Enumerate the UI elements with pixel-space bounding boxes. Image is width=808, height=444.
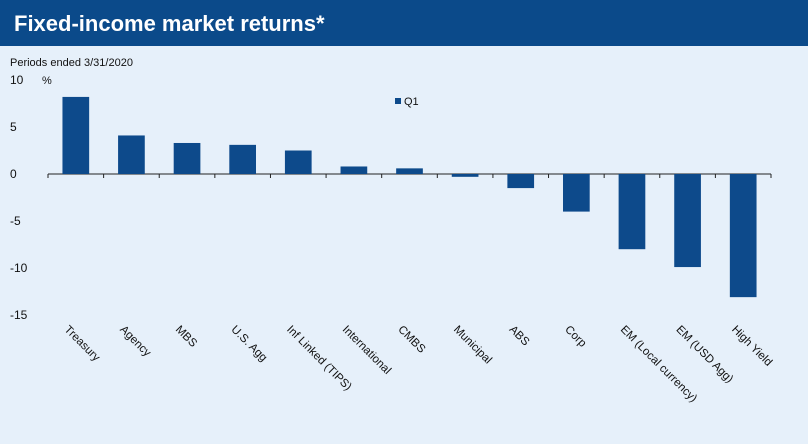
y-axis-label: % (42, 75, 52, 87)
bar (340, 166, 368, 174)
y-tick-label: -5 (10, 214, 21, 228)
bar (618, 174, 646, 250)
y-tick-label: -10 (10, 261, 28, 275)
legend-swatch (395, 98, 401, 104)
bar (451, 174, 479, 177)
bar (396, 168, 423, 174)
bar (173, 142, 201, 174)
bar (284, 150, 312, 174)
y-tick-label: 5 (10, 120, 17, 134)
bar (674, 174, 701, 268)
bar (62, 96, 90, 174)
bar (118, 135, 145, 174)
y-tick-label: 0 (10, 167, 17, 181)
bar (229, 144, 257, 174)
chart-title: Fixed-income market returns* (14, 11, 325, 36)
subtitle: Periods ended 3/31/2020 (10, 57, 133, 69)
y-tick-label: -15 (10, 308, 28, 322)
legend-label: Q1 (404, 96, 419, 108)
bar (507, 174, 535, 189)
bar (562, 174, 590, 212)
y-tick-label: 10 (10, 73, 24, 87)
title-bar (0, 0, 808, 46)
bar (729, 174, 757, 298)
